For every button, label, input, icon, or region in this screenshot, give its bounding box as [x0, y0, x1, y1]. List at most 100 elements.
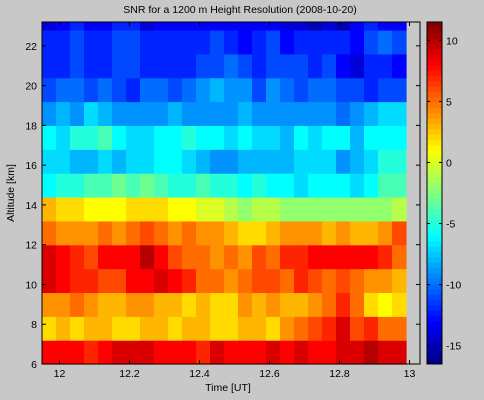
heatmap-cell [308, 220, 323, 246]
heatmap-cell [294, 29, 309, 55]
heatmap-cell [168, 220, 183, 246]
heatmap-cell [140, 101, 155, 126]
heatmap-cell [266, 220, 281, 246]
colorbar-segment [427, 123, 442, 130]
heatmap-cell [280, 268, 295, 294]
heatmap-cell [126, 77, 141, 103]
heatmap-cell [112, 22, 127, 31]
colorbar-segment [427, 80, 442, 87]
heatmap-cell [224, 340, 239, 365]
heatmap-cell [280, 220, 295, 246]
heatmap-cell [252, 77, 267, 103]
heatmap-cell [280, 173, 295, 198]
heatmap-cell [56, 125, 71, 150]
heatmap-cell [322, 196, 337, 222]
heatmap-cell [252, 340, 267, 365]
heatmap-cell [112, 173, 127, 198]
heatmap-cell [196, 149, 211, 174]
heatmap-cell [98, 196, 113, 222]
heatmap-cell [70, 196, 85, 222]
heatmap-cell [378, 53, 393, 79]
heatmap-cell [350, 77, 365, 103]
heatmap-cell [378, 125, 393, 150]
heatmap-cell [294, 53, 309, 79]
heatmap-cell [126, 149, 141, 174]
heatmap-cell [266, 101, 281, 126]
heatmap-cell [364, 149, 379, 174]
heatmap-cell [336, 149, 351, 174]
colorbar-segment [427, 305, 442, 312]
colorbar-segment [427, 262, 442, 269]
heatmap-cell [392, 292, 407, 317]
heatmap-cell [210, 316, 225, 341]
colorbar-segment [427, 315, 442, 322]
colorbar-segment [427, 86, 442, 92]
heatmap-cell [84, 77, 99, 103]
x-tick-label: 12.4 [189, 368, 210, 380]
heatmap-cell [168, 29, 183, 55]
colorbar-segment [427, 166, 442, 173]
heatmap-cell [322, 292, 337, 317]
colorbar-segment [427, 139, 442, 146]
y-tick-label: 10 [25, 279, 37, 291]
colorbar-segment [427, 347, 442, 354]
heatmap-cell [266, 292, 281, 317]
heatmap-cell [140, 173, 155, 198]
heatmap-cell [364, 268, 379, 294]
heatmap-cell [308, 53, 323, 79]
heatmap-cell [42, 173, 57, 198]
heatmap-cell [224, 268, 239, 294]
heatmap-cell [98, 29, 113, 55]
heatmap-cell [70, 244, 85, 270]
heatmap-cell [84, 29, 99, 55]
colorbar-segment [427, 251, 442, 258]
heatmap-cell [70, 316, 85, 341]
heatmap-cell [182, 244, 197, 270]
heatmap-cell [252, 316, 267, 341]
heatmap-cell [182, 316, 197, 341]
heatmap-cell [98, 149, 113, 174]
colorbar-segment [427, 246, 442, 253]
heatmap-cell [238, 29, 253, 55]
heatmap-cell [280, 244, 295, 270]
colorbar-segment [427, 48, 442, 55]
heatmap-cell [210, 77, 225, 103]
heatmap-cell [42, 316, 57, 341]
heatmap-cell [308, 101, 323, 126]
heatmap-cell [294, 316, 309, 341]
y-tick-label: 12 [25, 240, 37, 252]
heatmap-cell [154, 149, 169, 174]
heatmap-cell [140, 244, 155, 270]
heatmap-cell [168, 77, 183, 103]
heatmap-cell [154, 22, 169, 31]
heatmap-cell [322, 77, 337, 103]
heatmap-cell [196, 101, 211, 126]
heatmap-cell [196, 220, 211, 246]
heatmap-cell [42, 101, 57, 126]
colorbar-segment [427, 235, 442, 242]
heatmap-cell [308, 125, 323, 150]
heatmap-cell [112, 149, 127, 174]
heatmap-cell [392, 340, 407, 365]
heatmap-cell [308, 292, 323, 317]
heatmap-cell [308, 22, 323, 31]
heatmap-cell [280, 196, 295, 222]
colorbar-segment [427, 241, 442, 247]
colorbar-segment [427, 342, 442, 349]
heatmap-cell [280, 22, 295, 31]
heatmap-cell [140, 196, 155, 222]
heatmap-cell [140, 292, 155, 317]
colorbar-segment [427, 27, 442, 34]
heatmap-cell [392, 29, 407, 55]
colorbar-segment [427, 230, 442, 237]
heatmap-cell [168, 196, 183, 222]
colorbar-segment [427, 107, 442, 114]
heatmap-cell [196, 244, 211, 270]
heatmap-cell [56, 149, 71, 174]
heatmap-cell [168, 340, 183, 365]
heatmap-cell [378, 340, 393, 365]
heatmap-cell [154, 29, 169, 55]
heatmap-cell [84, 149, 99, 174]
heatmap-cell [182, 77, 197, 103]
heatmap-cell [140, 53, 155, 79]
